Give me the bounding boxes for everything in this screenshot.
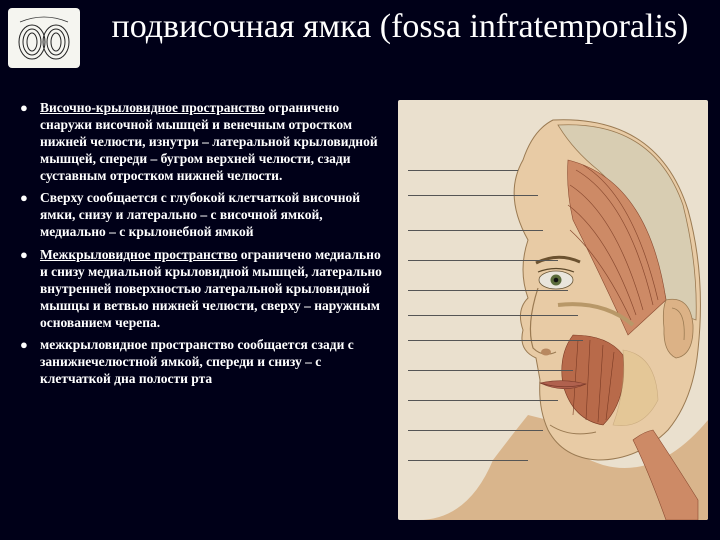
leader-line bbox=[408, 460, 528, 461]
leader-line bbox=[408, 260, 558, 261]
list-item: межкрыловидное пространство сообщается с… bbox=[20, 337, 390, 388]
leader-line bbox=[408, 370, 573, 371]
fingerprint-logo-icon bbox=[14, 14, 74, 62]
bullet-underlined: Межкрыловидное пространство bbox=[40, 247, 237, 262]
leader-line bbox=[408, 195, 538, 196]
leader-line bbox=[408, 170, 518, 171]
leader-line bbox=[408, 290, 568, 291]
bullet-list-area: Височно-крыловидное пространство огранич… bbox=[20, 100, 390, 530]
anatomy-illustration bbox=[398, 100, 708, 520]
bullet-underlined: Височно-крыловидное пространство bbox=[40, 100, 265, 115]
logo-thumbnail bbox=[8, 8, 80, 68]
leader-line bbox=[408, 340, 583, 341]
bullet-list: Височно-крыловидное пространство огранич… bbox=[20, 100, 390, 388]
bullet-text: Сверху сообщается с глубокой клетчаткой … bbox=[40, 190, 360, 239]
list-item: Сверху сообщается с глубокой клетчаткой … bbox=[20, 190, 390, 241]
leader-line bbox=[408, 230, 543, 231]
list-item: Височно-крыловидное пространство огранич… bbox=[20, 100, 390, 184]
leader-line bbox=[408, 430, 543, 431]
leader-line bbox=[408, 315, 578, 316]
bullet-text: межкрыловидное пространство сообщается с… bbox=[40, 337, 354, 386]
head-anatomy-icon bbox=[398, 100, 708, 520]
list-item: Межкрыловидное пространство ограничено м… bbox=[20, 247, 390, 331]
leader-line bbox=[408, 400, 558, 401]
slide-title: подвисочная ямка (fossa infratemporalis) bbox=[90, 8, 710, 45]
